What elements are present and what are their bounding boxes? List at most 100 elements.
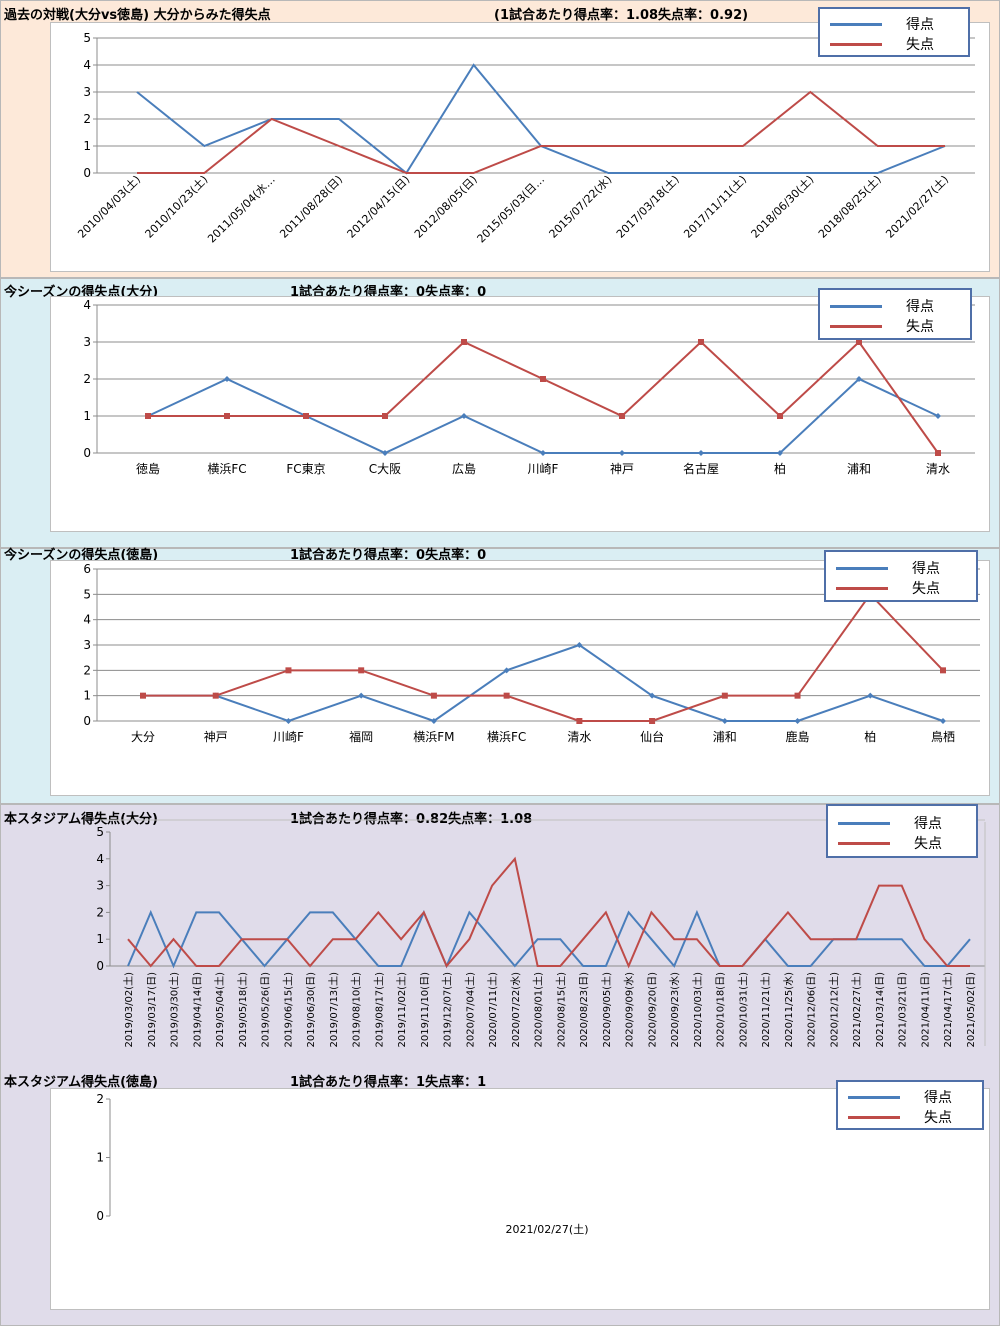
data-point-score — [430, 718, 437, 724]
y-tick-label: 4 — [83, 298, 91, 312]
series-line-concede — [137, 90, 945, 174]
legend-item-score: 得点 — [830, 15, 934, 33]
x-tick-label: 2019/08/10(土) — [350, 972, 363, 1048]
y-tick-label: 2 — [96, 1092, 104, 1106]
x-tick-label: 大分 — [131, 730, 155, 744]
legend-label-concede: 失点 — [906, 319, 934, 335]
y-tick-label: 3 — [83, 335, 91, 349]
series-line-concede — [127, 856, 970, 969]
y-tick-label: 3 — [96, 879, 104, 893]
data-point-score — [358, 692, 365, 699]
data-point-score — [940, 718, 946, 724]
data-point-concede — [540, 376, 546, 382]
y-tick-label: 0 — [83, 714, 91, 728]
data-point-score — [461, 413, 467, 419]
y-tick-label: 2 — [83, 112, 91, 126]
x-tick-label: 2020/10/18(日) — [716, 972, 727, 1048]
x-tick-label: 2019/06/15(土) — [281, 972, 294, 1048]
x-tick-label: 2020/09/20(日) — [647, 972, 658, 1048]
y-tick-label: 1 — [96, 1151, 104, 1165]
x-tick-label: 2019/04/14(日) — [192, 972, 203, 1048]
x-tick-label: 2020/09/23(水) — [669, 972, 681, 1048]
chart1-plot-area — [50, 22, 990, 272]
y-tick-label: 0 — [96, 1209, 104, 1223]
chart5-plot-area — [50, 1088, 990, 1310]
data-point-concede — [382, 413, 388, 419]
x-tick-label: 2019/11/10(日) — [420, 972, 431, 1048]
data-point-concede — [777, 413, 783, 419]
legend-item-concede: 失点 — [836, 579, 940, 597]
data-point-concede — [430, 692, 437, 699]
data-point-concede — [721, 692, 728, 699]
x-tick-label: 2011/05/04(水… — [205, 173, 278, 246]
x-tick-label: 2019/07/13(土) — [327, 972, 340, 1048]
legend-label-concede: 失点 — [914, 836, 942, 852]
chart2-legend: 得点 失点 — [818, 288, 972, 340]
data-point-score — [576, 642, 583, 648]
data-point-score — [649, 692, 656, 699]
y-tick-label: 4 — [83, 613, 91, 627]
y-tick-label: 1 — [83, 139, 91, 153]
data-point-concede — [649, 718, 656, 724]
legend-item-concede: 失点 — [838, 834, 942, 852]
x-tick-label: 2021/02/27(土) — [850, 972, 863, 1048]
chart3-subtitle: 1試合あたり得点率：0失点率：0 — [290, 548, 487, 563]
legend-swatch-concede — [836, 586, 888, 590]
data-point-concede — [145, 413, 151, 419]
y-tick-label: 0 — [83, 166, 91, 180]
x-tick-label: 2020/07/11(土) — [486, 972, 499, 1048]
chart1-legend: 得点 失点 — [818, 7, 970, 57]
x-tick-label: 2017/11/11(土) — [681, 173, 749, 241]
y-tick-label: 3 — [83, 638, 91, 652]
data-point-score — [503, 667, 510, 674]
x-tick-label: 2010/10/23(土) — [143, 173, 211, 241]
data-point-concede — [503, 692, 510, 699]
y-tick-label: 1 — [83, 689, 91, 703]
data-point-score — [285, 718, 292, 724]
x-tick-label: 2019/05/26(日) — [261, 972, 272, 1048]
series-line-score — [143, 643, 944, 723]
chart3-title: 今シーズンの得失点(徳島) — [4, 548, 159, 563]
data-point-score — [777, 450, 783, 456]
x-tick-label: 2019/03/30(土) — [168, 972, 181, 1048]
legend-swatch-score — [848, 1095, 900, 1099]
data-point-concede — [358, 667, 365, 674]
legend-swatch-concede — [838, 841, 890, 845]
chart1-subtitle: (1試合あたり得点率：1.08失点率：0.92) — [494, 8, 749, 23]
legend-label-score: 得点 — [906, 17, 934, 33]
x-tick-label: 神戸 — [204, 730, 228, 744]
x-tick-label: 清水 — [567, 730, 591, 744]
y-tick-label: 0 — [96, 959, 104, 973]
x-tick-label: 2020/08/01(土) — [532, 972, 545, 1048]
x-tick-label: 2020/11/21(土) — [759, 972, 772, 1048]
legend-label-score: 得点 — [906, 299, 934, 315]
data-point-concede — [619, 413, 625, 419]
x-tick-label: 2020/12/06(日) — [807, 972, 818, 1048]
data-point-concede — [140, 692, 146, 699]
data-point-score — [794, 718, 801, 724]
data-point-score — [721, 718, 728, 724]
x-tick-label: 神戸 — [610, 462, 634, 476]
data-point-score — [224, 376, 230, 382]
x-tick-label: 2019/08/17(土) — [372, 972, 385, 1048]
x-tick-label: 2011/08/28(日) — [277, 173, 345, 241]
x-tick-label: 柏 — [864, 729, 876, 744]
y-tick-label: 6 — [83, 562, 91, 576]
x-tick-label: 2019/05/04(土) — [213, 972, 226, 1048]
x-tick-label: 2012/04/15(日) — [345, 173, 413, 241]
x-tick-label: 2021/03/14(日) — [875, 972, 886, 1048]
x-tick-label: 福岡 — [349, 729, 373, 744]
data-point-score — [698, 450, 704, 456]
y-tick-label: 3 — [83, 85, 91, 99]
x-tick-label: 2015/05/03(日… — [474, 173, 547, 246]
x-tick-label: 2020/07/04(土) — [463, 972, 476, 1048]
legend-item-concede: 失点 — [830, 35, 934, 53]
data-point-score — [540, 450, 546, 456]
x-tick-label: 2012/08/05(日) — [412, 173, 480, 241]
x-tick-label: 2018/08/25(土) — [816, 173, 884, 241]
x-tick-label: 2021/04/17(土) — [941, 972, 954, 1048]
legend-item-score: 得点 — [830, 297, 934, 315]
legend-swatch-concede — [848, 1115, 900, 1119]
legend-swatch-score — [838, 821, 890, 825]
